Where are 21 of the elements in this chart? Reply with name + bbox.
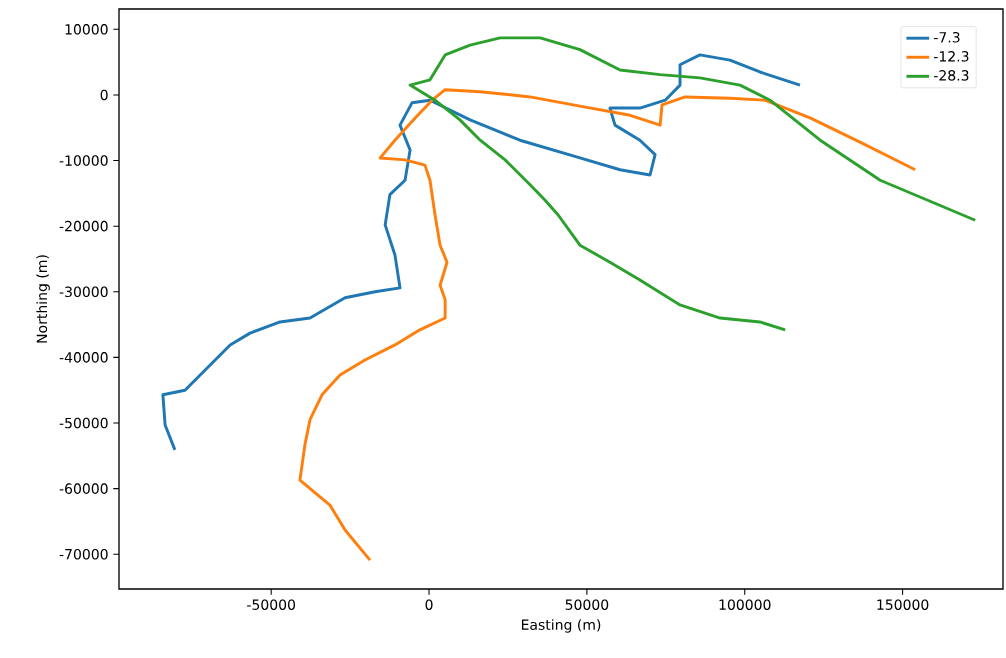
x-axis-title: Easting (m) [521,619,601,633]
x-tick-label: -50000 [247,599,296,610]
y-tick-label: -50000 [59,417,108,429]
y-tick-label: -40000 [59,352,108,363]
x-tick-label: 50000 [565,599,609,610]
y-tick-label: -10000 [59,155,108,166]
y-tick-label: 0 [100,89,108,101]
x-tick-label: 100000 [719,599,771,610]
x-tick-label: 150000 [877,599,929,610]
y-tick-label: -30000 [59,286,108,298]
legend-label: -28.3 [934,70,969,81]
x-tick-label: 0 [425,599,433,610]
y-tick-label: 10000 [65,24,108,35]
y-tick-label: -20000 [59,220,108,232]
legend-label: -7.3 [934,32,960,43]
line-series [161,53,802,452]
y-axis-title: Northing (m) [36,255,50,343]
y-tick-label: -70000 [59,548,108,560]
legend-label: -12.3 [934,51,969,62]
y-tick-label: -60000 [59,483,108,494]
line-series [298,88,917,562]
